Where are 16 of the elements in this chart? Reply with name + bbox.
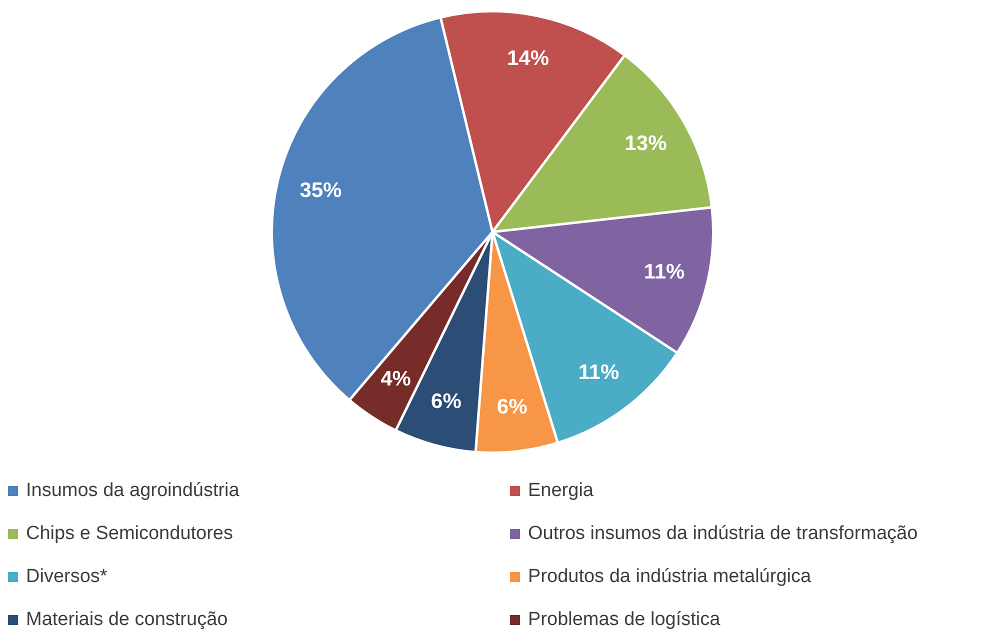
data-label: 6% — [431, 390, 462, 414]
data-label: 14% — [506, 46, 550, 70]
legend-label: Produtos da indústria metalúrgica — [528, 566, 812, 588]
data-label: 11% — [578, 360, 620, 384]
data-label: 13% — [624, 132, 668, 156]
legend-label: Outros insumos da indústria de transformação — [528, 522, 918, 544]
data-label: 35% — [300, 178, 342, 202]
legend-label: Problemas de logística — [528, 608, 720, 630]
data-label: 4% — [380, 368, 412, 391]
legend-label: Materiais de construção — [26, 608, 228, 630]
legend-label: Insumos da agroindústria — [26, 480, 240, 502]
data-label: 11% — [644, 260, 686, 284]
legend-label: Diversos* — [26, 566, 108, 588]
data-label: 6% — [497, 395, 528, 418]
legend-label: Energia — [528, 480, 594, 502]
legend-label: Chips e Semicondutores — [26, 522, 233, 544]
